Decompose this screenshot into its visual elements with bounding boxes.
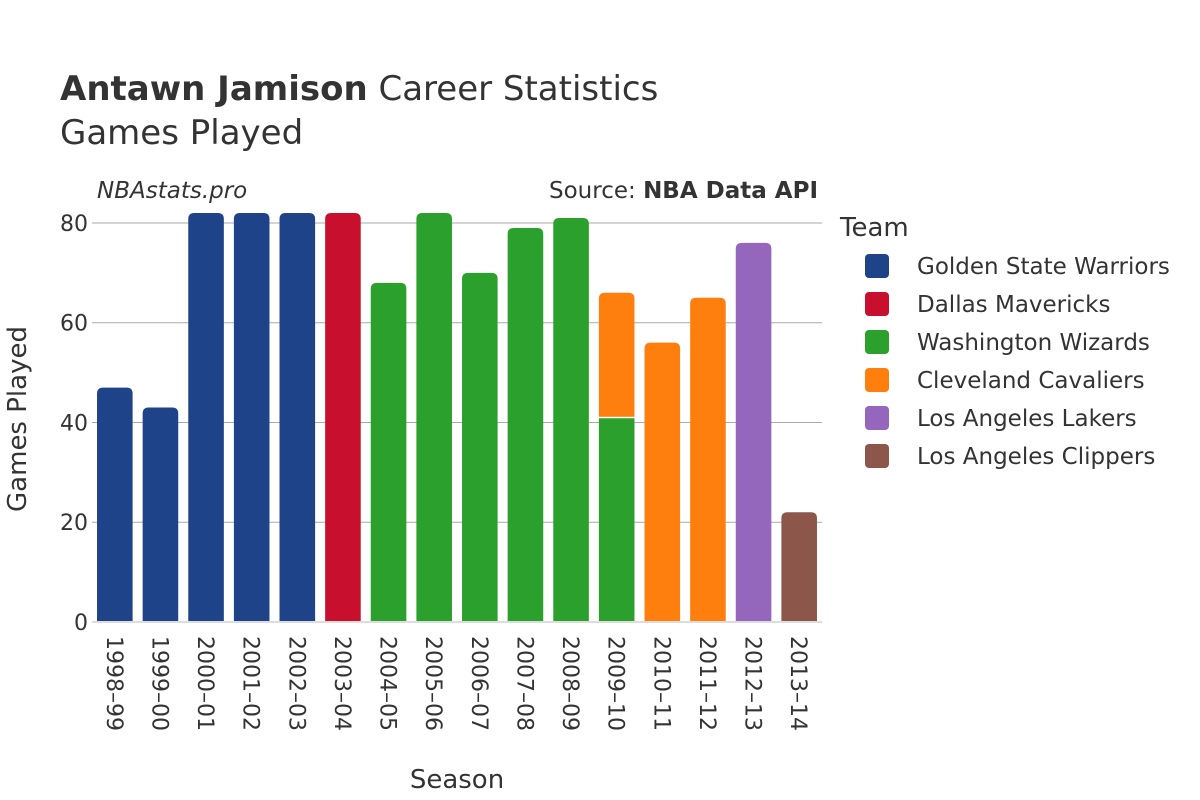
brand-watermark: NBAstats.pro (97, 178, 248, 204)
player-name: Antawn Jamison (60, 69, 368, 109)
y-tick-label: 60 (60, 312, 88, 337)
chart-title: Antawn Jamison Career Statistics (60, 68, 658, 110)
x-tick-label: 1998–99 (101, 636, 126, 731)
x-axis-title: Season (410, 765, 504, 795)
bar-washington-wizards (462, 272, 498, 622)
bar-golden-state-warriors (142, 407, 179, 622)
x-tick-label: 2003–04 (329, 636, 354, 731)
y-tick-label: 80 (60, 212, 88, 237)
bar-golden-state-warriors (188, 212, 224, 622)
title-suffix: Career Statistics (367, 69, 659, 109)
bar-cleveland-cavaliers (598, 292, 635, 418)
legend-label: Washington Wizards (917, 330, 1150, 356)
y-tick-label: 40 (60, 411, 88, 436)
bar-washington-wizards (553, 217, 589, 623)
bar-dallas-mavericks (325, 212, 361, 622)
x-tick-label: 2001–02 (238, 636, 263, 731)
legend-label: Los Angeles Clippers (917, 444, 1155, 470)
x-tick-label: 2008–09 (557, 636, 582, 731)
y-axis-title: Games Played (3, 326, 33, 512)
bar-golden-state-warriors (97, 387, 133, 622)
x-tick-label: 2009–10 (603, 636, 628, 731)
bar-washington-wizards (370, 282, 407, 622)
x-tick-label: 2007–08 (511, 636, 536, 731)
x-tick-label: 2004–05 (375, 636, 400, 731)
legend-title: Team (839, 213, 909, 243)
y-tick-label: 0 (74, 611, 88, 636)
legend-label: Los Angeles Lakers (917, 406, 1137, 432)
source-credit: Source: NBA Data API (549, 178, 818, 204)
x-tick-label: 2006–07 (466, 636, 491, 731)
legend-swatch (865, 368, 889, 392)
x-tick-label: 2005–06 (420, 636, 445, 731)
x-tick-label: 2011–12 (694, 636, 719, 731)
bar-golden-state-warriors (279, 212, 316, 622)
source-label: Source: (549, 178, 644, 204)
legend-label: Golden State Warriors (917, 254, 1170, 280)
x-tick-label: 2012–13 (740, 636, 765, 731)
bar-washington-wizards (416, 212, 452, 622)
x-tick-label: 2002–03 (283, 636, 308, 731)
bar-los-angeles-clippers (781, 512, 817, 622)
legend-swatch (865, 254, 889, 278)
legend-swatch (865, 292, 889, 316)
bar-los-angeles-lakers (735, 242, 772, 623)
legend-swatch (865, 406, 889, 430)
x-tick-label: 2000–01 (192, 636, 217, 731)
bar-cleveland-cavaliers (690, 297, 726, 622)
bar-washington-wizards (598, 417, 635, 622)
y-tick-label: 20 (60, 511, 88, 536)
source-name: NBA Data API (643, 178, 818, 204)
bar-washington-wizards (507, 227, 544, 622)
chart-subtitle: Games Played (60, 113, 304, 153)
x-tick-label: 2010–11 (648, 636, 673, 731)
bar-golden-state-warriors (233, 212, 270, 622)
bar-cleveland-cavaliers (644, 342, 681, 622)
legend-swatch (865, 330, 889, 354)
x-tick-label: 1999–00 (146, 636, 171, 731)
x-tick-label: 2013–14 (785, 636, 810, 731)
legend-label: Dallas Mavericks (917, 292, 1110, 318)
legend-swatch (865, 444, 889, 468)
legend-label: Cleveland Cavaliers (917, 368, 1145, 394)
